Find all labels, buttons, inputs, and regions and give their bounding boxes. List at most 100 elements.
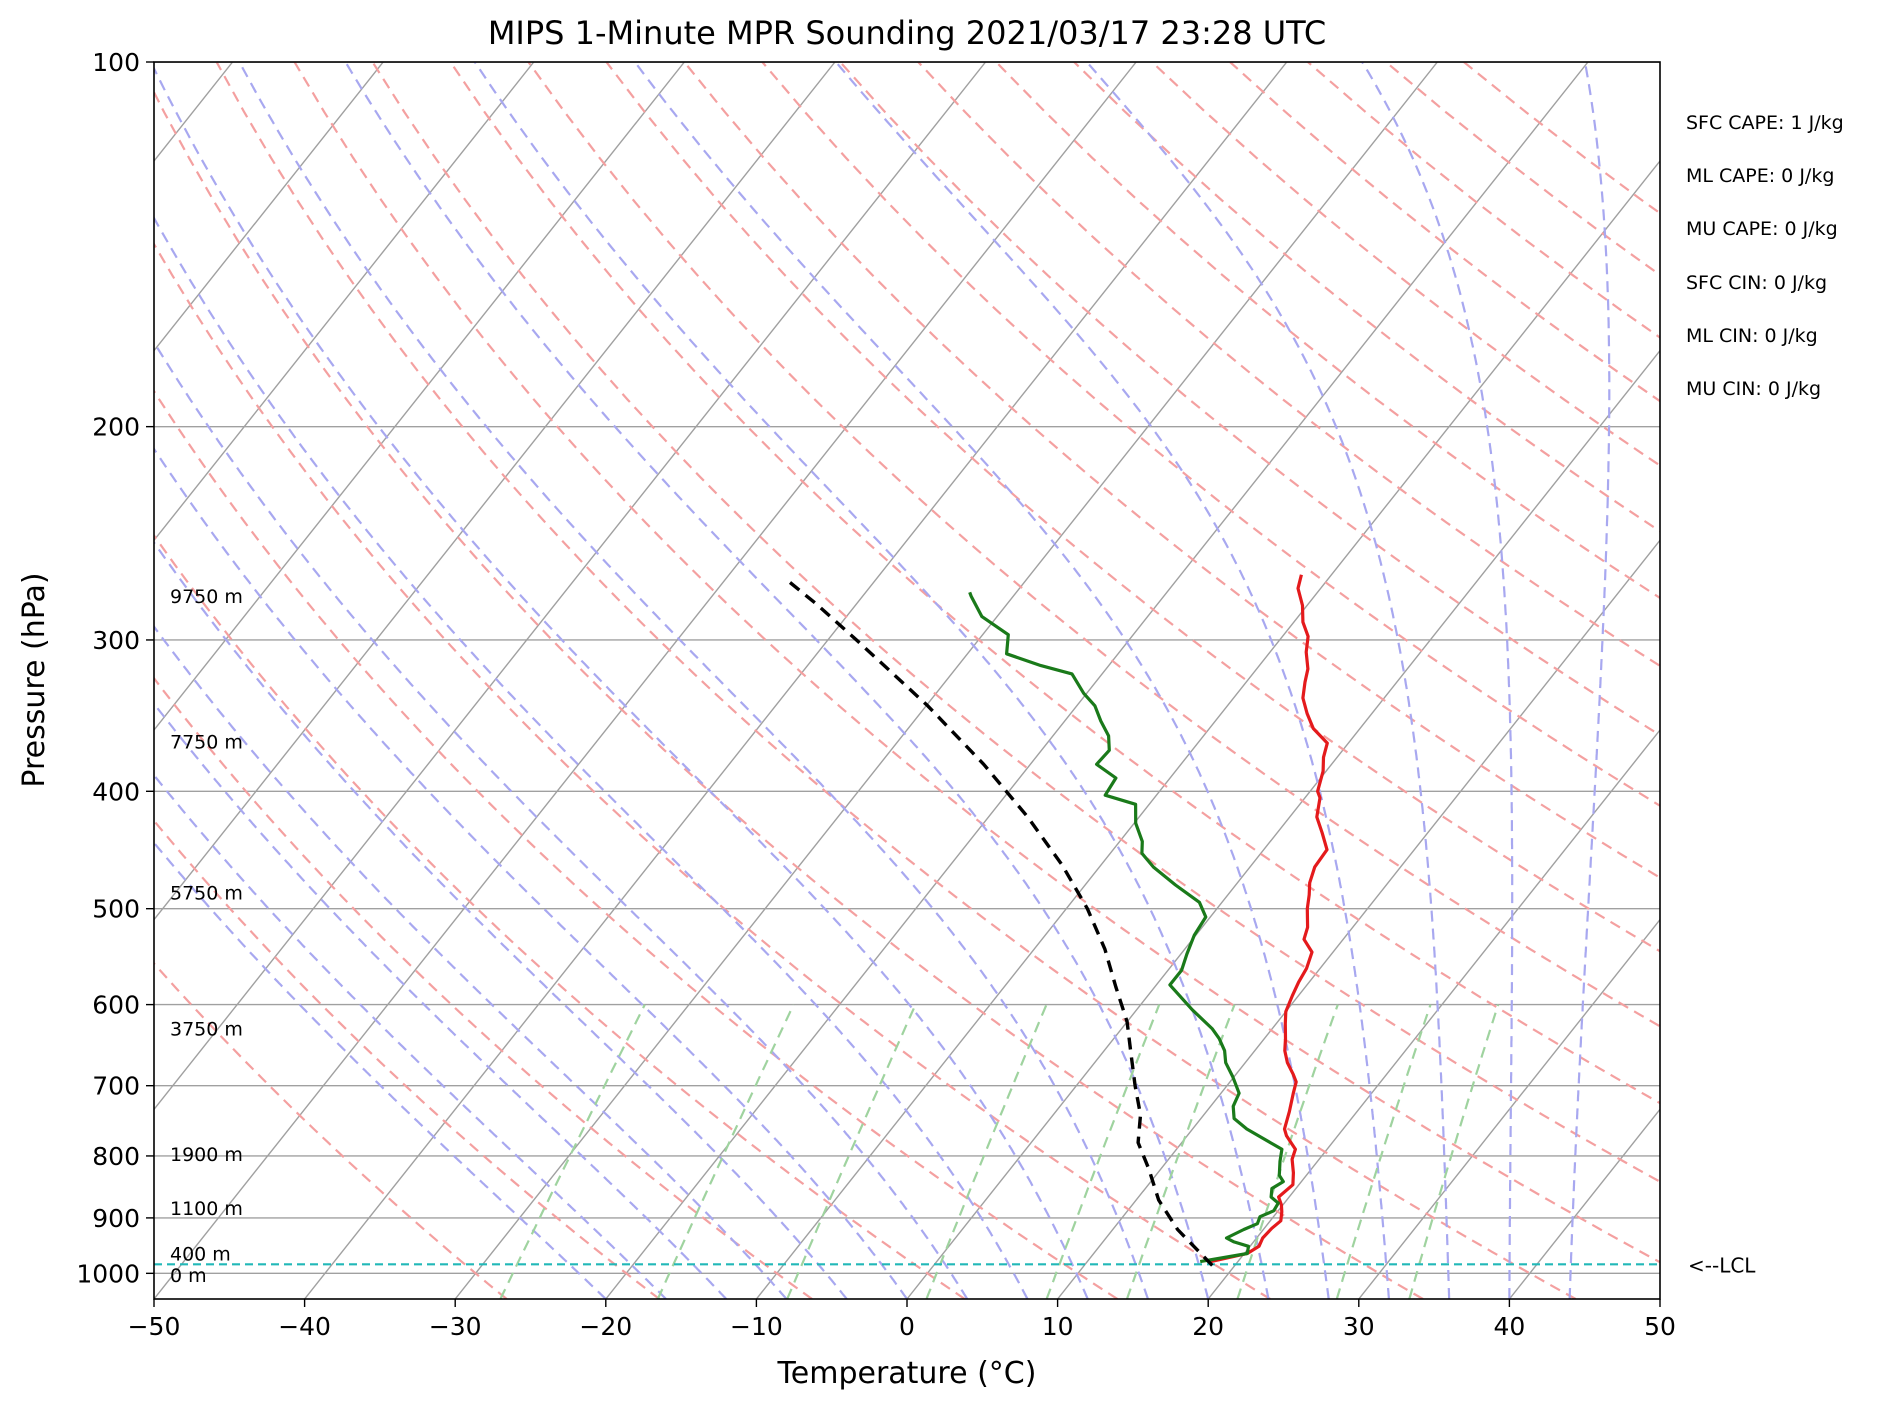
isobar-gridlines — [154, 62, 1660, 1275]
dry-adiabat-10 — [154, 389, 1119, 1299]
x-tick-label-4: −10 — [730, 1312, 783, 1341]
isotherm-10 — [1057, 539, 1660, 1299]
height-label-0: 9750 m — [170, 586, 243, 608]
height-label-1: 7750 m — [170, 732, 243, 754]
height-label-3: 3750 m — [170, 1019, 243, 1041]
dry-adiabat-120 — [839, 62, 1660, 737]
isotherm--80 — [154, 62, 685, 732]
moist-adiabat--8 — [154, 624, 788, 1299]
height-label-5: 1100 m — [170, 1198, 243, 1220]
mixing-ratio-24 — [1335, 1004, 1432, 1299]
y-tick-label-5: 600 — [92, 991, 140, 1020]
y-tick-label-2: 300 — [92, 626, 140, 655]
moist-adiabat-24 — [473, 62, 1270, 1299]
y-tick-label-4: 500 — [92, 895, 140, 924]
dry-adiabat-110 — [761, 62, 1660, 808]
x-tick-label-7: 20 — [1192, 1312, 1224, 1341]
moist-adiabat-4 — [154, 340, 969, 1299]
dry-adiabats — [154, 62, 1660, 1299]
moist-adiabat-28 — [634, 62, 1330, 1299]
isotherm--60 — [154, 62, 987, 1111]
moist-adiabats — [154, 62, 1611, 1299]
mixing-ratio-0.4 — [499, 1004, 646, 1299]
dry-adiabat-100 — [683, 62, 1660, 879]
index-mu-cin: MU CIN: 0 J/kg — [1686, 378, 1821, 400]
index-ml-cin: ML CIN: 0 J/kg — [1686, 325, 1818, 347]
moist-adiabat-0 — [154, 446, 908, 1299]
mixing-ratio-32 — [1408, 1004, 1500, 1299]
index-sfc-cape: SFC CAPE: 1 J/kg — [1686, 112, 1844, 134]
x-tick-label-8: 30 — [1343, 1312, 1375, 1341]
moist-adiabat--20 — [154, 841, 607, 1299]
isotherm-gridlines — [154, 62, 1660, 1299]
dry-adiabat--30 — [154, 961, 508, 1299]
x-axis-label: Temperature (°C) — [777, 1356, 1037, 1391]
chart-title: MIPS 1-Minute MPR Sounding 2021/03/17 23… — [488, 14, 1326, 52]
x-tick-label-0: −50 — [128, 1312, 181, 1341]
moist-adiabat--4 — [154, 540, 848, 1299]
moist-adiabat-44 — [1568, 62, 1611, 1299]
mixing-ratio-2 — [786, 1004, 917, 1299]
isotherm--20 — [605, 62, 1589, 1299]
isotherm--10 — [755, 159, 1660, 1299]
y-tick-label-9: 1000 — [76, 1259, 140, 1288]
mixing-ratio-1 — [656, 1004, 795, 1299]
mixing-ratio-4 — [925, 1004, 1048, 1299]
dry-adiabat-80 — [527, 62, 1660, 1028]
stability-indices: SFC CAPE: 1 J/kg ML CAPE: 0 J/kg MU CAPE… — [1686, 112, 1844, 400]
dry-adiabat-60 — [371, 62, 1660, 1183]
moist-adiabat-32 — [835, 62, 1390, 1299]
isotherm--30 — [454, 62, 1438, 1299]
x-tick-label-5: 0 — [899, 1312, 915, 1341]
isotherm--50 — [154, 62, 1137, 1299]
y-tick-label-6: 700 — [92, 1072, 140, 1101]
x-tick-label-6: 10 — [1042, 1312, 1074, 1341]
moist-adiabat--16 — [154, 773, 667, 1299]
mixing-ratio-10 — [1125, 1004, 1236, 1299]
moist-adiabat-40 — [1361, 62, 1514, 1299]
y-tick-label-7: 800 — [92, 1142, 140, 1171]
lcl-label: <--LCL — [1688, 1253, 1756, 1277]
plot-area — [154, 62, 1660, 1299]
index-mu-cape: MU CAPE: 0 J/kg — [1686, 218, 1838, 240]
height-label-6: 400 m — [170, 1243, 231, 1265]
isotherm--70 — [154, 62, 836, 921]
moist-adiabat-12 — [154, 66, 1089, 1299]
isotherm-0 — [906, 349, 1660, 1299]
y-axis-ticks: 100 200 300 400 500 600 700 800 900 1000 — [76, 48, 154, 1288]
y-tick-label-8: 900 — [92, 1204, 140, 1233]
moist-adiabat--12 — [154, 701, 728, 1299]
mixing-ratio-7 — [1045, 1004, 1161, 1299]
isotherm-30 — [1358, 918, 1660, 1299]
x-tick-label-2: −30 — [429, 1312, 482, 1341]
moist-adiabat-8 — [154, 215, 1029, 1299]
temperature-line — [1210, 574, 1329, 1264]
height-label-7: 0 m — [170, 1265, 207, 1287]
isotherm--100 — [154, 62, 384, 352]
isotherm-20 — [1207, 728, 1660, 1299]
x-tick-label-1: −40 — [278, 1312, 331, 1341]
x-tick-label-10: 50 — [1644, 1312, 1676, 1341]
dewpoint-line — [968, 591, 1285, 1264]
x-axis-ticks: −50 −40 −30 −20 −10 0 10 20 30 40 50 — [128, 1299, 1676, 1341]
dry-adiabat-50 — [293, 62, 1660, 1264]
dry-adiabat-30 — [154, 89, 1424, 1299]
x-tick-label-3: −20 — [579, 1312, 632, 1341]
isotherm--40 — [304, 62, 1288, 1299]
parcel-line — [786, 579, 1214, 1267]
height-label-2: 5750 m — [170, 883, 243, 905]
moist-adiabat-20 — [344, 62, 1210, 1299]
isotherm--90 — [154, 62, 535, 542]
y-tick-label-0: 100 — [92, 48, 140, 77]
dry-adiabat-0 — [154, 533, 966, 1299]
y-axis-label: Pressure (hPa) — [17, 572, 52, 787]
height-labels: 9750 m 7750 m 5750 m 3750 m 1900 m 1100 m 400 … — [170, 586, 243, 1287]
profile-lines — [786, 574, 1329, 1267]
y-tick-label-1: 200 — [92, 413, 140, 442]
height-label-4: 1900 m — [170, 1144, 243, 1166]
index-sfc-cin: SFC CIN: 0 J/kg — [1686, 272, 1827, 294]
moist-adiabat-16 — [238, 62, 1150, 1299]
x-tick-label-9: 40 — [1493, 1312, 1525, 1341]
moist-adiabat-36 — [1085, 62, 1451, 1299]
